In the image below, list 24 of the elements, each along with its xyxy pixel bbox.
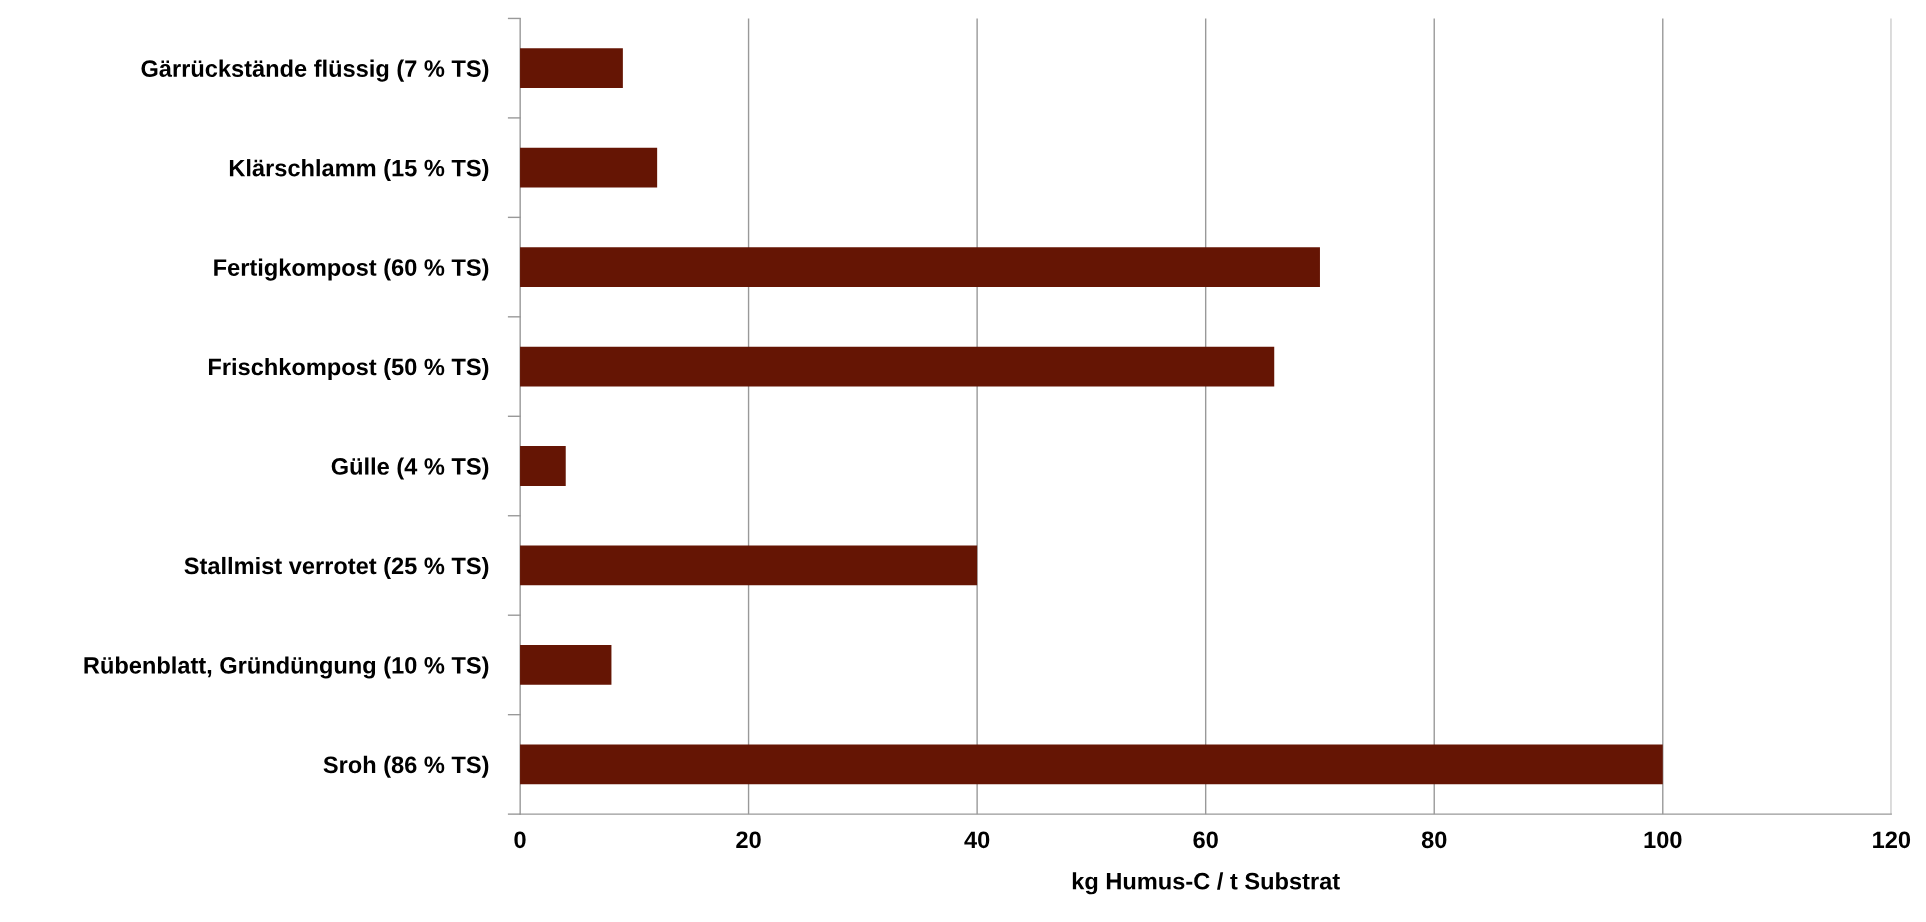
y-tick-label: Gülle (4 % TS)	[331, 457, 489, 480]
x-tick-label: 100	[1644, 831, 1682, 849]
y-tick-label: Rübenblatt, Gründüngung (10 % TS)	[84, 656, 489, 679]
bar	[520, 446, 566, 486]
x-tick-label: 0	[514, 831, 526, 849]
y-tick-label: Gärrückstände flüssig (7 % TS)	[141, 59, 489, 82]
x-tick-label: 120	[1873, 831, 1911, 849]
bar	[520, 545, 978, 586]
bar	[520, 48, 623, 89]
y-tick-label: Stallmist verrotet (25 % TS)	[184, 556, 489, 579]
y-tick-label: Fertigkompost (60 % TS)	[214, 258, 489, 281]
bar	[520, 744, 1663, 785]
bar	[520, 147, 658, 188]
y-tick-label: Klärschlamm (15 % TS)	[229, 159, 489, 182]
bar	[520, 247, 1320, 287]
x-tick-label: 60	[1193, 831, 1218, 849]
y-tick-label: Frischkompost (50 % TS)	[208, 358, 489, 381]
bar	[520, 645, 612, 685]
y-tick-label: Sroh (86 % TS)	[323, 755, 489, 778]
x-axis-title: kg Humus-C / t Substrat	[1072, 872, 1340, 895]
x-tick-label: 40	[964, 831, 990, 849]
x-tick-label: 20	[736, 831, 761, 849]
x-tick-label: 80	[1421, 831, 1447, 849]
bar	[520, 346, 1275, 387]
